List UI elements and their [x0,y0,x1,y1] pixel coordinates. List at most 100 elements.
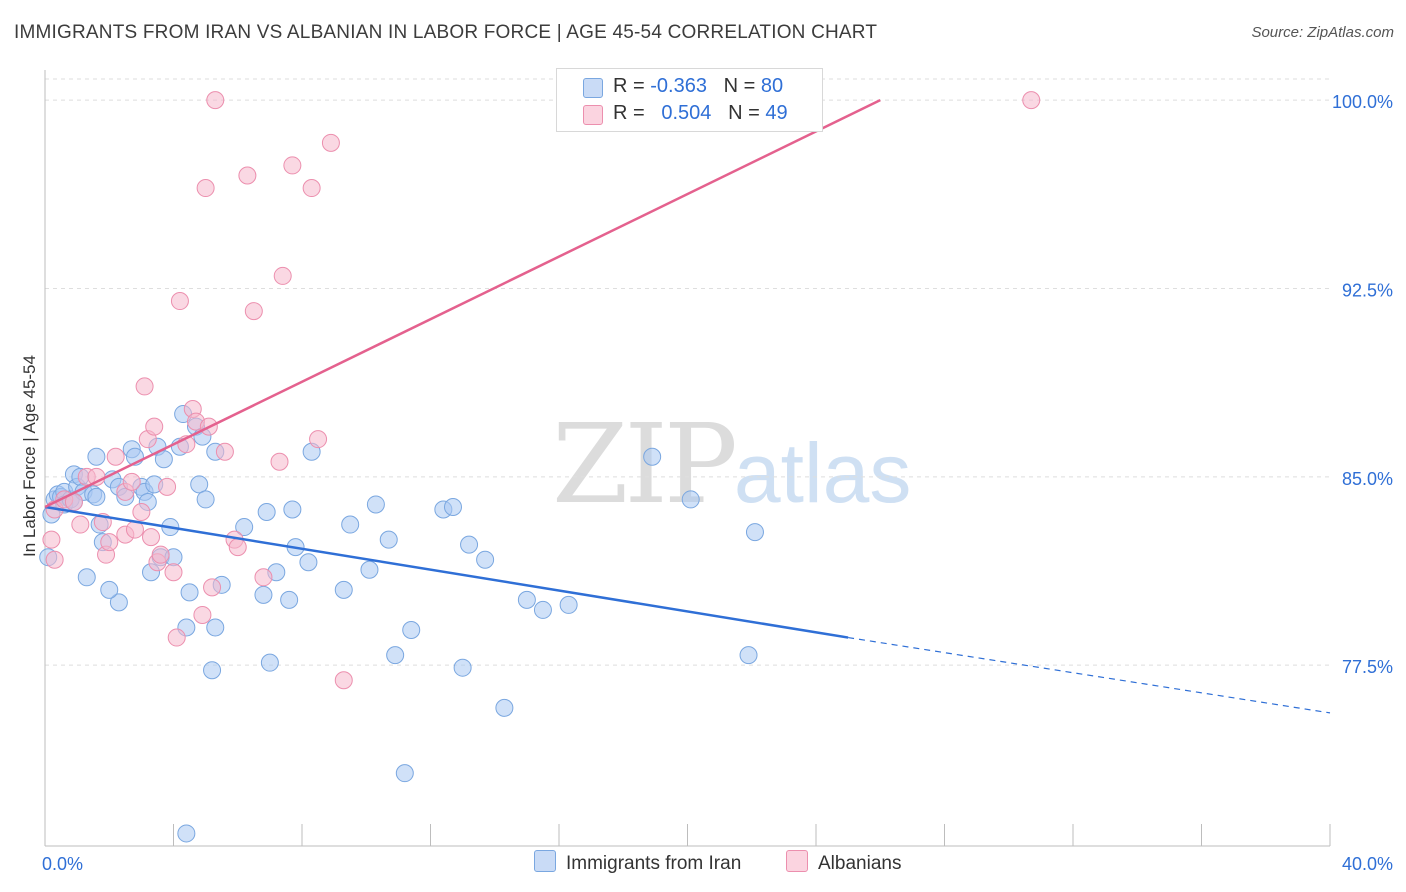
legend-n-value-iran: 80 [760,75,784,97]
point-albanians-44 [309,430,328,449]
point-iran-63 [453,658,472,677]
trendline-albanians [44,99,881,509]
point-iran-77 [87,487,106,506]
point-iran-49 [283,500,302,519]
point-iran-59 [395,764,414,783]
point-albanians-21 [151,545,170,564]
point-iran-12 [87,447,106,466]
bottom-legend-swatch-iran [534,850,556,872]
y-axis-label: In Labor Force | Age 45-54 [20,355,39,557]
point-iran-51 [299,553,318,572]
trendline-iran-extension [848,636,1331,714]
source-label: Source: ZipAtlas.com [1251,24,1394,41]
point-iran-46 [260,653,279,672]
watermark: ZIPatlas [552,400,911,528]
point-albanians-38 [244,302,263,321]
point-iran-48 [280,590,299,609]
point-iran-58 [386,646,405,665]
y-tick-label-1: 85.0% [1342,469,1393,489]
point-albanians-36 [228,538,247,557]
point-iran-28 [154,450,173,469]
point-albanians-37 [238,166,257,185]
point-iran-74 [177,824,196,843]
chart-title: IMMIGRANTS FROM IRAN VS ALBANIAN IN LABO… [14,22,878,43]
point-albanians-13 [122,472,141,491]
point-albanians-41 [273,266,292,285]
point-iran-70 [643,447,662,466]
bottom-legend-iran: Immigrants from Iran [534,850,741,875]
point-albanians-9 [100,533,119,552]
point-iran-67 [517,590,536,609]
x-tick-label-0: 0.0% [42,854,83,874]
point-albanians-10 [106,447,125,466]
point-albanians-25 [170,292,189,311]
point-iran-71 [681,490,700,509]
stats-legend: R = -0.363 N = 80 R = 0.504 N = 49 [556,68,823,132]
bottom-legend-albanians: Albanians [786,850,901,875]
point-albanians-45 [321,133,340,152]
point-albanians-29 [193,605,212,624]
point-iran-36 [190,475,209,494]
bottom-legend-label-iran: Immigrants from Iran [566,853,742,874]
point-albanians-46 [334,671,353,690]
legend-r-label-albanians: R = [613,102,645,124]
point-albanians-43 [302,179,321,198]
point-albanians-48 [45,550,64,569]
y-tick-label-3: 100.0% [1332,92,1393,112]
y-tick-label-2: 92.5% [1342,280,1393,300]
point-albanians-16 [135,377,154,396]
point-iran-34 [180,583,199,602]
legend-n-label-iran: N = [723,75,756,97]
watermark-zip: ZIP [552,400,738,528]
point-albanians-33 [206,91,225,110]
point-iran-45 [257,502,276,521]
legend-r-value-iran: -0.363 [650,75,707,97]
point-albanians-32 [203,578,222,597]
legend-swatch-albanians [583,105,603,125]
point-iran-41 [206,618,225,637]
bottom-legend-swatch-albanians [786,850,808,872]
point-iran-54 [341,515,360,534]
point-albanians-18 [142,528,161,547]
legend-n-label-albanians: N = [728,102,760,124]
point-albanians-19 [145,417,164,436]
point-iran-17 [109,593,128,612]
point-albanians-39 [254,568,273,587]
point-albanians-47 [1022,91,1041,110]
point-albanians-30 [196,179,215,198]
point-iran-44 [254,585,273,604]
point-albanians-15 [132,502,151,521]
x-tick-label-1: 40.0% [1342,854,1393,874]
point-iran-60 [402,621,421,640]
point-iran-68 [533,600,552,619]
point-albanians-0 [42,530,61,549]
y-tick-label-0: 77.5% [1342,657,1393,677]
point-iran-66 [495,698,514,717]
trendline-iran [44,505,849,639]
point-iran-43 [235,518,254,537]
point-iran-39 [203,661,222,680]
point-iran-79 [100,580,119,599]
point-albanians-22 [158,477,177,496]
legend-r-label-iran: R = [613,75,645,97]
point-albanians-34 [215,442,234,461]
point-albanians-40 [270,452,289,471]
point-iran-69 [559,595,578,614]
point-iran-72 [739,646,758,665]
point-iran-53 [334,580,353,599]
point-albanians-4 [71,515,90,534]
point-albanians-24 [167,628,186,647]
point-iran-57 [379,530,398,549]
point-iran-65 [476,550,495,569]
point-iran-62 [443,497,462,516]
point-iran-73 [745,523,764,542]
legend-swatch-iran [583,78,603,98]
legend-r-value-albanians: 0.504 [661,102,712,124]
point-iran-64 [460,535,479,554]
watermark-atlas: atlas [733,426,912,520]
point-iran-55 [360,560,379,579]
point-albanians-42 [283,156,302,175]
legend-n-value-albanians: 49 [765,102,788,124]
point-albanians-23 [164,563,183,582]
